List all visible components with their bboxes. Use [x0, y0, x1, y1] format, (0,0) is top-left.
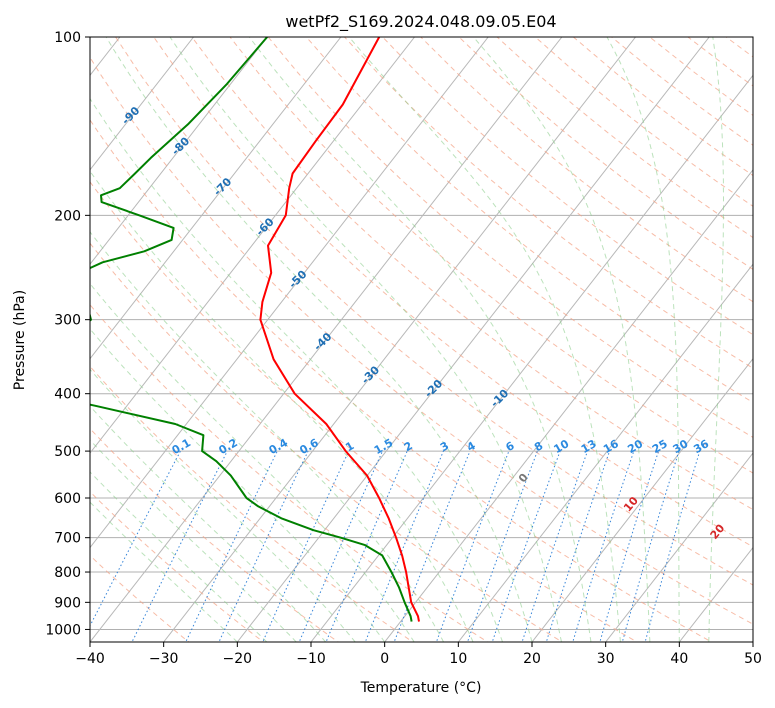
- isotherm-line: [90, 37, 268, 266]
- moist-adiabat-line: [90, 405, 327, 642]
- mixing-ratio-line: [545, 450, 611, 642]
- mixing-ratio-line: [185, 450, 278, 642]
- mixing-ratio-line: [521, 450, 588, 642]
- mixing-ratio-line: [364, 450, 444, 642]
- isotherm-line: [90, 37, 194, 171]
- mixing-ratio-line: [218, 450, 309, 642]
- isotherm-line: [90, 37, 415, 454]
- x-tick-label: 50: [744, 651, 762, 667]
- x-axis-label: Temperature (°C): [360, 680, 482, 696]
- isotherm-line: [90, 37, 489, 549]
- moist-adiabat-line: [473, 37, 651, 642]
- mixing-ratio-line: [572, 450, 635, 642]
- dry-adiabat-line: [267, 37, 753, 438]
- axis-ticks: −40 −30 −20 −10 0 10 20 30 40 50 1000 900 800 700 600 5…: [45, 30, 762, 667]
- y-tick-label: 500: [54, 444, 81, 460]
- dry-adiabat-line: [90, 554, 190, 642]
- x-tick-label: −30: [149, 651, 179, 667]
- dry-adiabat-line: [305, 37, 753, 404]
- dry-adiabat-line: [382, 37, 753, 336]
- isotherm-line: [90, 37, 563, 642]
- y-tick-label: 800: [54, 565, 81, 581]
- y-tick-label: 400: [54, 387, 81, 403]
- moist-adiabat-line: [90, 368, 356, 642]
- mixing-ratio-line: [599, 450, 659, 642]
- dry-adiabat-line: [153, 37, 753, 548]
- dry-adiabat-line: [90, 56, 753, 625]
- x-tick-label: 0: [380, 651, 389, 667]
- isotherm-line: [90, 37, 342, 360]
- sounding-line: [259, 37, 420, 622]
- y-tick-label: 900: [54, 595, 81, 611]
- mixing-ratio-line: [491, 450, 561, 642]
- x-tick-label: −20: [223, 651, 253, 667]
- x-tick-label: 20: [523, 651, 541, 667]
- y-tick-label: 1000: [45, 622, 81, 638]
- isotherm-line: [236, 37, 710, 642]
- chart-title: wetPf2_S169.2024.048.09.05.E04: [285, 12, 556, 32]
- moist-adiabat-line: [105, 37, 533, 642]
- y-axis-label: Pressure (hPa): [12, 290, 28, 390]
- moist-adiabat-line: [348, 37, 621, 642]
- y-tick-label: 300: [54, 313, 81, 329]
- mixing-ratio-line: [325, 450, 408, 642]
- moist-adiabat-line: [90, 328, 386, 642]
- mixing-ratio-line: [621, 450, 680, 642]
- dry-adiabat-line: [90, 365, 414, 642]
- y-tick-label: 200: [54, 208, 81, 224]
- dry-adiabat-line: [191, 37, 753, 511]
- isotherm-line: [163, 37, 636, 642]
- x-tick-label: −40: [75, 651, 105, 667]
- isotherm-line: [457, 263, 753, 642]
- mixing-ratio-line: [644, 450, 701, 642]
- mixing-ratio-line: [466, 450, 538, 642]
- moist-adiabat-line: [708, 37, 724, 642]
- moist-adiabat-line: [248, 37, 592, 642]
- dry-adiabat-line: [90, 181, 639, 642]
- x-tick-label: −10: [296, 651, 326, 667]
- moist-adiabat-line: [90, 282, 415, 642]
- y-tick-label: 100: [54, 30, 81, 46]
- x-tick-label: 40: [670, 651, 688, 667]
- mixing-ratio-line: [90, 450, 181, 628]
- dry-adiabat-line: [90, 303, 489, 642]
- plot-area: [90, 37, 753, 642]
- mixing-ratio-line: [435, 450, 510, 642]
- plot-frame: [89, 36, 754, 643]
- y-tick-label: 600: [54, 491, 81, 507]
- moist-adiabat-line: [90, 97, 503, 642]
- isotherm-line: [384, 168, 753, 642]
- y-tick-label: 700: [54, 531, 81, 547]
- moist-adiabat-line: [606, 37, 680, 642]
- sounding-line: [90, 37, 413, 622]
- isotherm-line: [605, 452, 753, 642]
- dry-adiabat-line: [90, 242, 564, 642]
- isotherm-line: [531, 357, 753, 642]
- dry-adiabat-line: [90, 427, 340, 642]
- mixing-ratio-line: [393, 450, 471, 642]
- x-tick-label: 30: [597, 651, 615, 667]
- dry-adiabat-line: [90, 119, 713, 642]
- x-tick-label: 10: [449, 651, 467, 667]
- moist-adiabat-line: [90, 170, 474, 642]
- moist-adiabat-line: [90, 230, 445, 642]
